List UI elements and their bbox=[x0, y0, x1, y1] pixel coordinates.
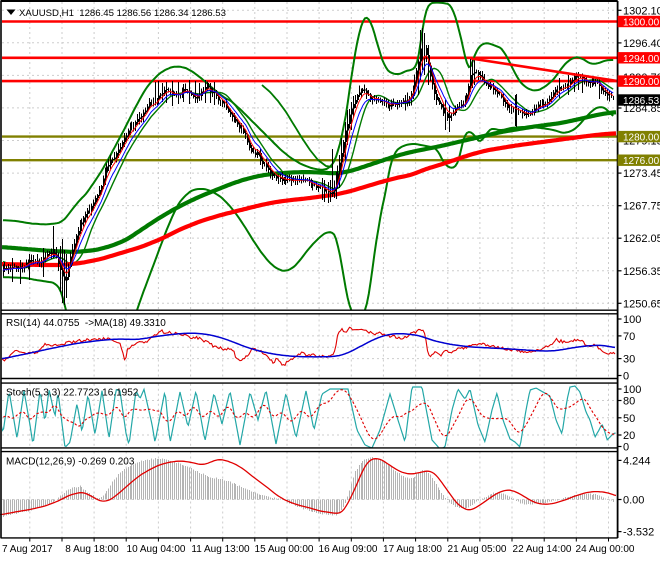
svg-text:16 Aug 09:00: 16 Aug 09:00 bbox=[319, 544, 378, 555]
svg-text:50: 50 bbox=[623, 413, 635, 425]
svg-text:10 Aug 04:00: 10 Aug 04:00 bbox=[127, 544, 186, 555]
svg-text:1284.85: 1284.85 bbox=[623, 103, 660, 115]
svg-text:-3.532: -3.532 bbox=[623, 527, 654, 539]
svg-text:100: 100 bbox=[623, 314, 641, 326]
svg-text:11 Aug 13:00: 11 Aug 13:00 bbox=[191, 544, 250, 555]
svg-text:1296.40: 1296.40 bbox=[623, 38, 660, 50]
svg-text:30: 30 bbox=[623, 354, 635, 366]
svg-text:8 Aug 18:00: 8 Aug 18:00 bbox=[65, 544, 119, 555]
svg-text:70: 70 bbox=[623, 331, 635, 343]
svg-text:17 Aug 18:00: 17 Aug 18:00 bbox=[383, 544, 442, 555]
svg-text:1286.53: 1286.53 bbox=[623, 96, 660, 107]
svg-text:1276.00: 1276.00 bbox=[623, 156, 660, 167]
svg-text:100: 100 bbox=[623, 384, 641, 396]
svg-text:20: 20 bbox=[623, 430, 635, 442]
svg-text:1256.35: 1256.35 bbox=[623, 266, 660, 278]
svg-text:22 Aug 14:00: 22 Aug 14:00 bbox=[513, 544, 572, 555]
svg-text:XAUUSD,H1 1286.45 1286.56 128: XAUUSD,H1 1286.45 1286.56 1286.34 1286.5… bbox=[19, 8, 226, 19]
svg-text:7 Aug 2017: 7 Aug 2017 bbox=[2, 544, 53, 555]
svg-text:1294.00: 1294.00 bbox=[623, 54, 660, 65]
svg-text:1273.45: 1273.45 bbox=[623, 168, 660, 180]
svg-text:80: 80 bbox=[623, 396, 635, 408]
svg-text:Stoch(5,3,3) 22.7723 16.1952: Stoch(5,3,3) 22.7723 16.1952 bbox=[6, 388, 139, 399]
svg-text:21 Aug 05:00: 21 Aug 05:00 bbox=[448, 544, 507, 555]
svg-text:RSI(14) 44.0755 ->MA(18) 49.3: RSI(14) 44.0755 ->MA(18) 49.3310 bbox=[6, 318, 166, 329]
svg-text:0: 0 bbox=[623, 442, 629, 454]
svg-text:1280.00: 1280.00 bbox=[623, 133, 660, 144]
svg-text:4.244: 4.244 bbox=[623, 455, 651, 467]
svg-text:1250.65: 1250.65 bbox=[623, 298, 660, 310]
svg-text:MACD(12,26,9) -0.269 0.203: MACD(12,26,9) -0.269 0.203 bbox=[6, 457, 135, 468]
svg-text:24 Aug 00:00: 24 Aug 00:00 bbox=[576, 544, 635, 555]
svg-text:0.00: 0.00 bbox=[623, 495, 644, 507]
svg-text:1290.00: 1290.00 bbox=[623, 77, 660, 88]
svg-text:15 Aug 00:00: 15 Aug 00:00 bbox=[255, 544, 314, 555]
svg-text:1262.05: 1262.05 bbox=[623, 233, 660, 245]
svg-text:0: 0 bbox=[623, 371, 629, 383]
svg-text:1267.75: 1267.75 bbox=[623, 201, 660, 213]
svg-text:1300.00: 1300.00 bbox=[623, 18, 660, 29]
svg-text:1302.10: 1302.10 bbox=[623, 5, 660, 17]
